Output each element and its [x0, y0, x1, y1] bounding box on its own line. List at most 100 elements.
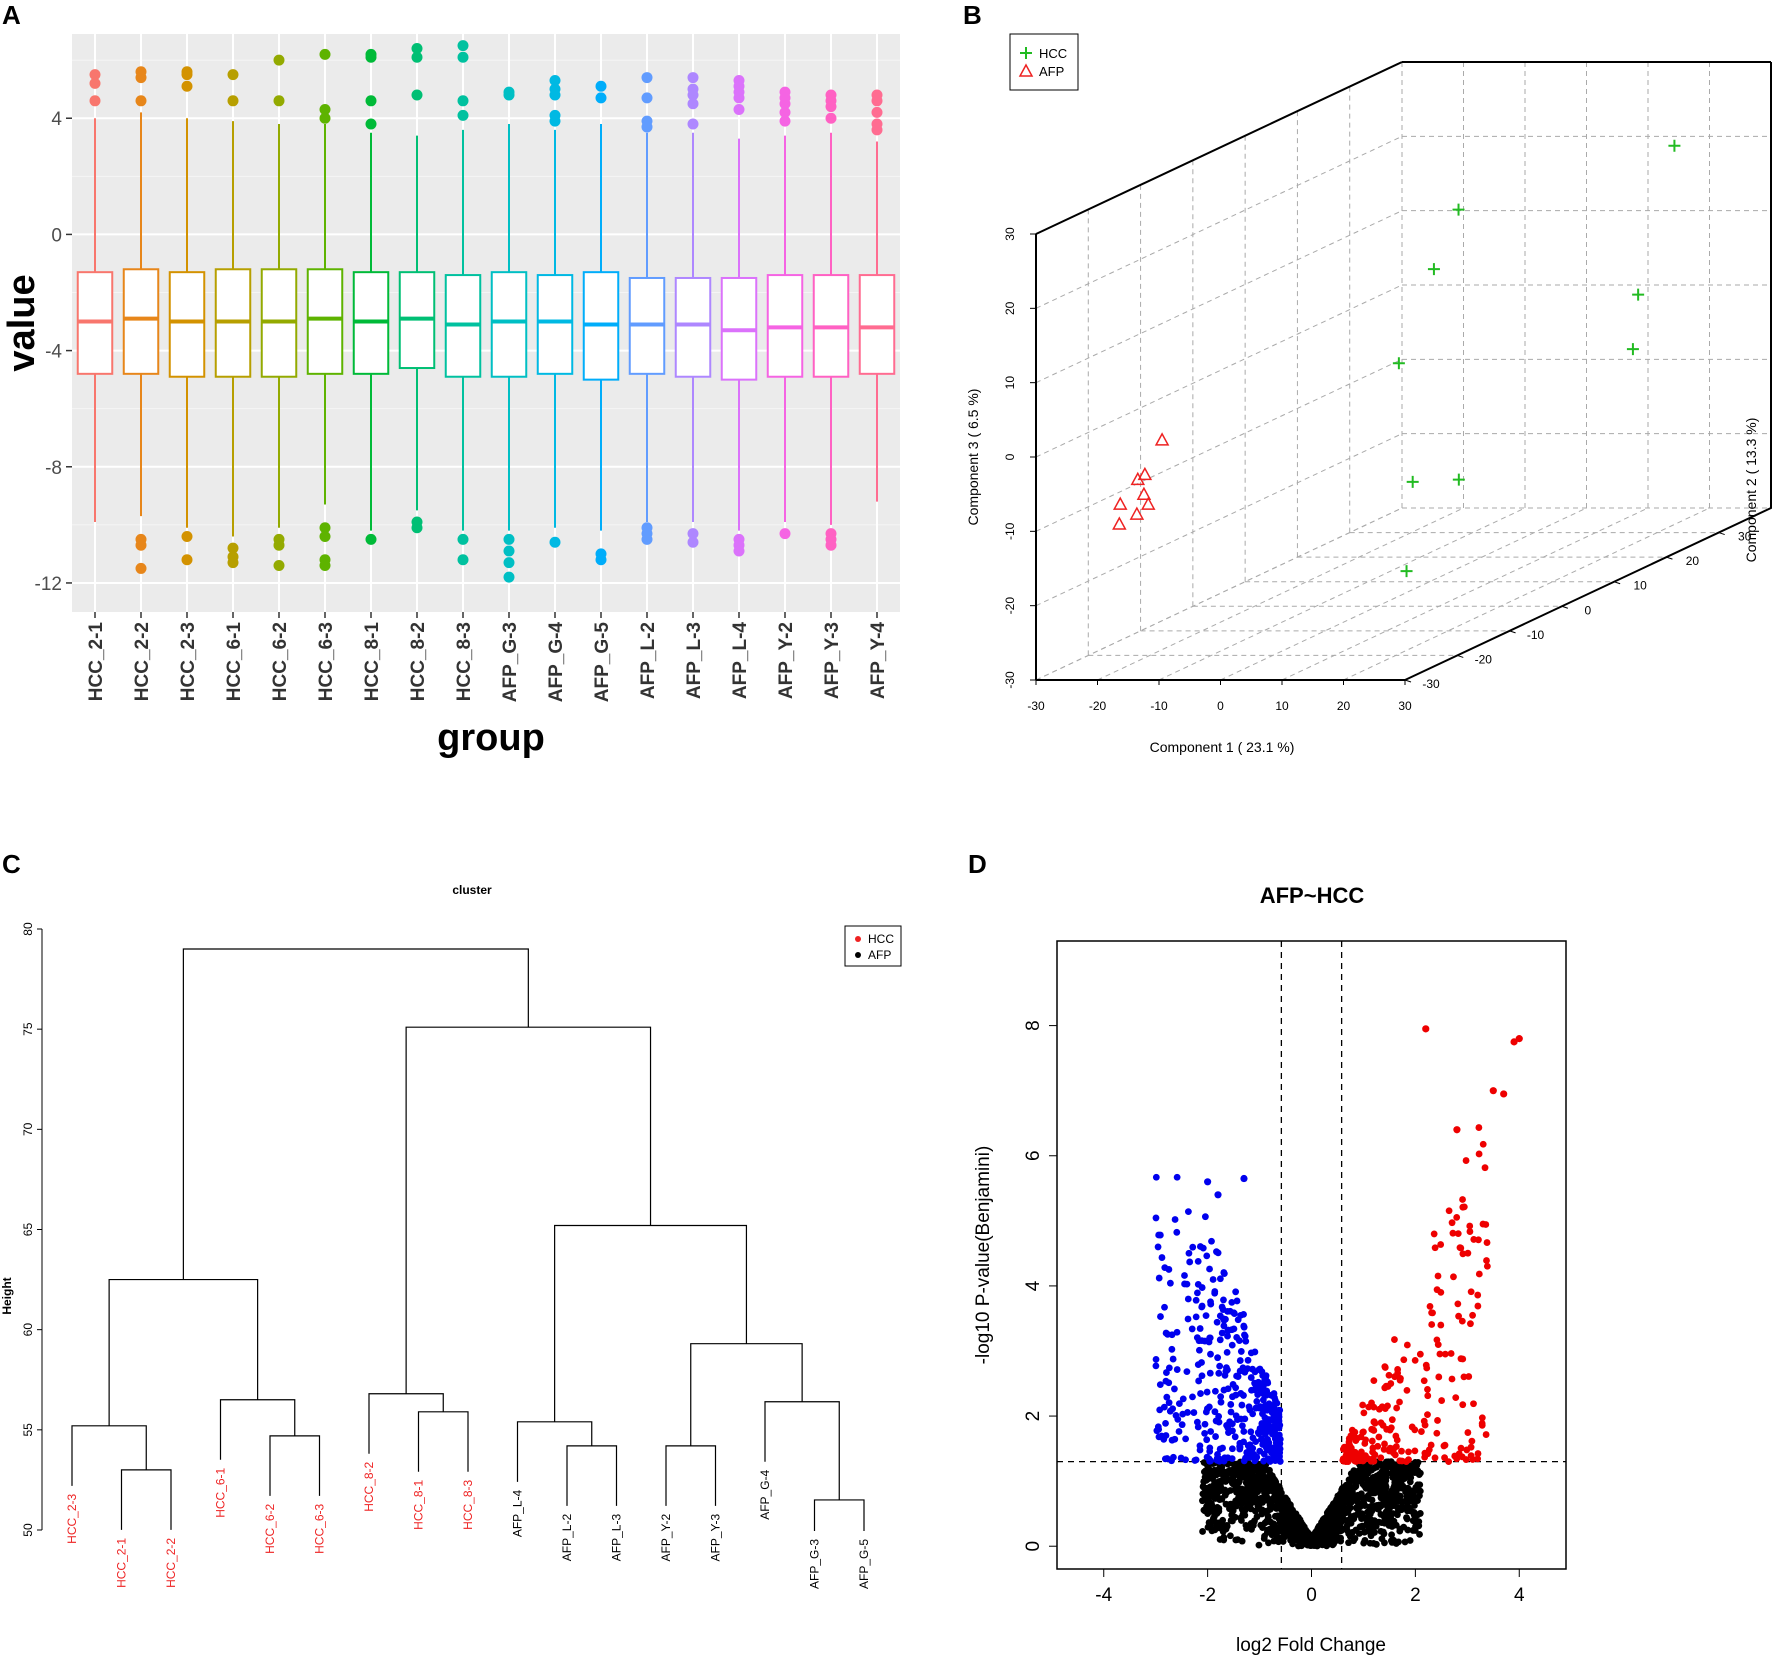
- panel-a-outlier-point: [825, 539, 837, 551]
- panel-b-x-tick-label: -20: [1089, 699, 1107, 713]
- panel-c-merge-branch: [269, 1435, 321, 1496]
- panel-d-point-down: [1174, 1415, 1182, 1423]
- panel-a-outlier-point: [365, 95, 377, 107]
- panel-a-outlier-point: [89, 95, 101, 107]
- panel-a-outlier-point: [687, 98, 699, 110]
- panel-d-point-down: [1197, 1390, 1204, 1397]
- panel-a-y-tick-label: -4: [45, 342, 62, 363]
- panel-d-point-down: [1241, 1331, 1248, 1339]
- panel-c-leaf-label: AFP_Y-2: [659, 1514, 673, 1562]
- panel-a-y-tick-label: -12: [35, 574, 62, 595]
- panel-d-point-down: [1233, 1297, 1241, 1305]
- panel-letter-a: A: [2, 0, 21, 30]
- panel-c-leaf-label: HCC_8-2: [362, 1461, 376, 1511]
- panel-a-outlier-point: [687, 72, 699, 84]
- panel-d-point-up: [1481, 1164, 1489, 1172]
- panel-d-point-down: [1217, 1398, 1225, 1406]
- panel-d-point-down: [1225, 1429, 1232, 1437]
- panel-d-point-down: [1179, 1395, 1187, 1403]
- panel-d-point-down: [1218, 1303, 1226, 1311]
- panel-a-outlier-point: [411, 51, 423, 63]
- panel-d-point-down: [1216, 1457, 1223, 1465]
- panel-d-point-ns: [1232, 1497, 1240, 1505]
- panel-d-point-up: [1458, 1317, 1466, 1325]
- panel-d-point-down: [1173, 1366, 1181, 1373]
- panel-d-point-up: [1460, 1373, 1468, 1381]
- panel-d-point-up: [1437, 1321, 1445, 1329]
- panel-d-point-down: [1155, 1274, 1163, 1282]
- panel-d-point-ns: [1236, 1491, 1244, 1498]
- panel-d-point-up: [1451, 1452, 1459, 1460]
- panel-d-point-up: [1447, 1350, 1455, 1357]
- panel-d-point-ns: [1276, 1486, 1284, 1493]
- panel-a-outlier-point: [227, 557, 239, 569]
- panel-a-outlier-point: [687, 528, 699, 540]
- panel-d-point-down: [1260, 1450, 1268, 1458]
- panel-d-point-up: [1434, 1417, 1441, 1424]
- panel-d-point-up: [1452, 1394, 1460, 1402]
- panel-d-point-down: [1256, 1404, 1263, 1412]
- panel-a-outlier-point: [273, 560, 285, 572]
- panel-b-afp-point: [1129, 506, 1145, 520]
- panel-d-point-down: [1168, 1345, 1176, 1353]
- panel-b-z-tick-label: 20: [1003, 301, 1017, 315]
- panel-d-x-tick-label: -2: [1199, 1585, 1216, 1606]
- panel-d-point-ns: [1200, 1478, 1208, 1485]
- panel-d-point-down: [1206, 1265, 1213, 1273]
- panel-d-point-ns: [1350, 1467, 1358, 1475]
- panel-c-merge-branch: [764, 1401, 840, 1500]
- panel-d-point-ns: [1356, 1503, 1363, 1511]
- panel-d-y-tick-label: 0: [1023, 1541, 1044, 1552]
- panel-d-point-down: [1209, 1276, 1217, 1283]
- panel-d-point-down: [1232, 1391, 1240, 1399]
- panel-b-z-tick-label: -20: [1003, 597, 1017, 615]
- panel-d-point-ns: [1365, 1522, 1372, 1530]
- panel-d-point-down: [1273, 1399, 1281, 1407]
- panel-d-point-ns: [1385, 1505, 1393, 1513]
- panel-d-point-ns: [1352, 1482, 1360, 1489]
- panel-d-point-down: [1231, 1433, 1239, 1441]
- panel-d-point-down: [1198, 1284, 1206, 1291]
- panel-d-point-ns: [1292, 1524, 1300, 1531]
- panel-d-point-up: [1428, 1309, 1435, 1317]
- panel-a-outlier-point: [595, 554, 607, 566]
- panel-d-point-ns: [1265, 1539, 1272, 1547]
- panel-d-point-ns: [1222, 1500, 1230, 1508]
- panel-d-point-down: [1275, 1410, 1283, 1418]
- panel-d-point-ns: [1330, 1540, 1338, 1548]
- panel-d-point-ns: [1404, 1526, 1412, 1534]
- panel-b-x-tick-label: 10: [1275, 699, 1289, 713]
- panel-d-point-up: [1397, 1374, 1404, 1382]
- panel-a-box-AFP_L-3: [674, 72, 712, 548]
- panel-a-box-HCC_8-2: [398, 43, 436, 534]
- panel-d-point-down: [1240, 1428, 1248, 1435]
- panel-d-point-ns: [1213, 1487, 1220, 1495]
- panel-d-point-up: [1482, 1431, 1490, 1438]
- panel-d-point-up: [1398, 1457, 1406, 1465]
- panel-d-point-ns: [1251, 1492, 1259, 1500]
- panel-a-outlier-point: [779, 98, 791, 110]
- panel-d-point-down: [1220, 1296, 1227, 1304]
- panel-b-y-tick-label: -30: [1422, 677, 1440, 691]
- panel-d-point-up: [1479, 1140, 1487, 1148]
- panel-a-outlier-point: [871, 95, 883, 107]
- panel-d-point-down: [1171, 1385, 1178, 1393]
- panel-c-tree: [71, 948, 865, 1531]
- panel-a-outlier-point: [273, 54, 285, 66]
- panel-d-point-ns: [1203, 1497, 1211, 1505]
- panel-d-point-ns: [1301, 1540, 1309, 1548]
- panel-b-gridline: [1220, 507, 1587, 681]
- panel-a-outlier-point: [549, 536, 561, 548]
- panel-a-outlier-point: [503, 545, 515, 557]
- panel-d-point-up: [1424, 1386, 1431, 1393]
- panel-d-point-ns: [1238, 1517, 1245, 1524]
- panel-a-outlier-point: [319, 530, 331, 542]
- panel-d-point-down: [1249, 1444, 1257, 1452]
- panel-d-point-ns: [1346, 1503, 1354, 1511]
- panel-d-point-ns: [1237, 1499, 1245, 1507]
- panel-a-outlier-point: [181, 554, 193, 566]
- panel-d-point-down: [1206, 1448, 1214, 1455]
- panel-a-outlier-point: [457, 95, 469, 107]
- panel-b-legend: HCC AFP: [1009, 33, 1079, 91]
- panel-d-point-down: [1229, 1381, 1237, 1388]
